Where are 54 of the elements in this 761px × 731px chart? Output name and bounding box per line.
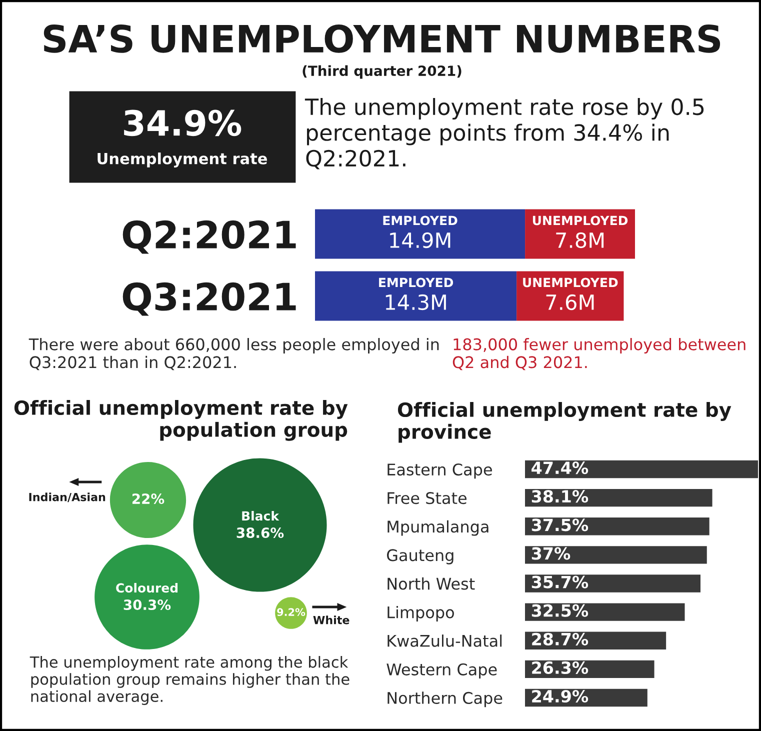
bar xyxy=(525,603,685,621)
text: EMPLOYED xyxy=(383,216,458,226)
data-label: 37% xyxy=(532,547,570,560)
y-tick-label: Q3:2021 xyxy=(122,282,296,316)
text: 34.9% xyxy=(124,110,242,136)
text: The unemployment rate rose by 0.5 percentage points from 34.4% in Q2:2021. xyxy=(304,98,704,170)
text: Unemployment rate xyxy=(98,152,267,168)
data-label: 30.3% xyxy=(124,600,171,610)
bar xyxy=(525,460,758,478)
chart-title: Official unemployment rate by province xyxy=(398,402,732,443)
bar xyxy=(525,488,712,507)
series-label: EMPLOYED xyxy=(379,278,454,288)
y-tick-label: Limpopo xyxy=(388,606,454,622)
data-label: 14.3M xyxy=(386,294,446,310)
text: 183,000 fewer unemployed between Q2 and Q3 2021. xyxy=(452,338,746,370)
y-tick-label: Mpumalanga xyxy=(388,520,488,536)
data-label: 28.7% xyxy=(532,632,588,646)
text: (Third quarter 2021) xyxy=(302,65,462,79)
bar xyxy=(525,518,710,536)
text: There were about 660,000 less people employed in Q3:2021 than in Q2:2021. xyxy=(28,338,439,370)
data-label: 38.1% xyxy=(532,490,588,503)
data-label: 32.5% xyxy=(532,604,588,617)
data-label: 22% xyxy=(132,494,164,504)
data-label: 35.7% xyxy=(532,576,588,588)
data-label: 14.9M xyxy=(390,232,450,248)
bar xyxy=(525,574,700,592)
text: The unemployment rate among the black population group remains higher than the national average. xyxy=(30,656,350,705)
category-label: Indian/Asian xyxy=(29,492,106,502)
data-label: 38.6% xyxy=(236,528,284,538)
text: UNEMPLOYED xyxy=(532,216,628,226)
text: Official unemployment rate by population group xyxy=(14,400,348,441)
data-label: 24.9% xyxy=(532,690,588,703)
series-label: UNEMPLOYED xyxy=(523,278,618,288)
data-label: 37.5% xyxy=(532,518,588,532)
y-tick-label: Northern Cape xyxy=(388,692,502,708)
data-label: 26.3% xyxy=(532,661,588,674)
y-tick-label: Q2:2021 xyxy=(122,220,296,254)
y-tick-label: Free State xyxy=(388,492,467,504)
data-label: 9.2% xyxy=(277,608,306,616)
text: SA’S UNEMPLOYMENT NUMBERS xyxy=(44,24,720,53)
bar xyxy=(315,209,526,259)
y-tick-label: KwaZulu-Natal xyxy=(388,634,502,647)
data-label: 7.6M xyxy=(546,294,594,310)
data-label: 7.8M xyxy=(556,232,604,248)
y-tick-label: Western Cape xyxy=(386,663,497,679)
bar xyxy=(525,546,707,564)
category-label: Coloured xyxy=(116,582,178,593)
data-label: 47.4% xyxy=(532,462,588,474)
y-tick-label: Gauteng xyxy=(387,549,454,564)
bar xyxy=(315,271,517,321)
category-label: Black xyxy=(242,510,280,521)
category-label: White xyxy=(313,616,350,624)
y-tick-label: North West xyxy=(388,577,475,590)
y-tick-label: Eastern Cape xyxy=(388,463,492,479)
